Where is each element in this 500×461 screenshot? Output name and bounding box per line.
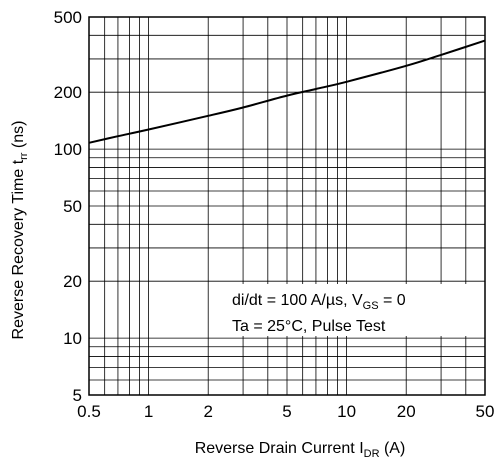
y-tick-label: 100 <box>54 140 82 159</box>
x-tick-labels: 0.5 1 2 5 10 20 50 <box>77 402 494 421</box>
x-tick-label: 5 <box>282 402 291 421</box>
x-axis-label: Reverse Drain Current IDR (A) <box>195 440 406 460</box>
x-tick-label: 1 <box>144 402 153 421</box>
grid-lines <box>89 17 485 395</box>
annotation-box <box>223 284 476 336</box>
y-axis-label: Reverse Recovery Time trr (ns) <box>10 121 30 340</box>
annotation-test: Ta = 25°C, Pulse Test <box>232 318 386 335</box>
y-tick-label: 5 <box>73 386 82 405</box>
x-tick-label: 2 <box>203 402 212 421</box>
x-tick-label: 20 <box>397 402 416 421</box>
x-tick-label: 50 <box>476 402 495 421</box>
series-line <box>88 39 486 144</box>
plot-frame <box>88 16 486 396</box>
x-tick-label: 0.5 <box>77 402 101 421</box>
y-tick-label: 50 <box>63 197 82 216</box>
y-tick-label: 10 <box>63 329 82 348</box>
annotation-conditions: di/dt = 100 A/µs, VGS = 0 <box>232 292 406 312</box>
y-tick-labels: 5 10 20 50 100 200 500 <box>54 8 82 405</box>
x-tick-label: 10 <box>337 402 356 421</box>
y-tick-label: 200 <box>54 83 82 102</box>
y-tick-label: 500 <box>54 8 82 27</box>
y-tick-label: 20 <box>63 272 82 291</box>
